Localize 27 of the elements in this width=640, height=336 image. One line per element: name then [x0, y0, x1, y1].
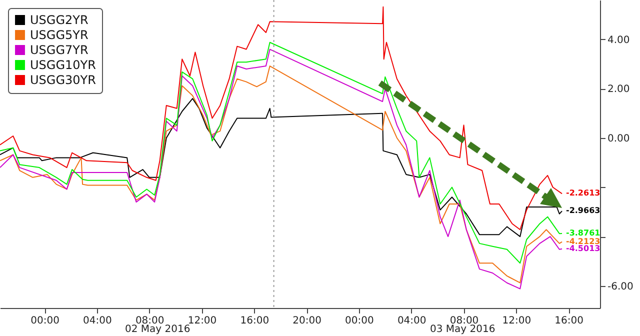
x-tick-label: 04:00 — [397, 316, 426, 326]
line-series — [0, 98, 563, 238]
y-tick-label: 4.00 — [608, 34, 630, 46]
data-label: -4.5013 — [566, 244, 600, 253]
y-tick-label: 2.00 — [608, 84, 630, 96]
x-tick-label: 16:00 — [240, 316, 270, 326]
x-tick-label: 12:00 — [188, 316, 217, 326]
x-tick-label: 12:00 — [502, 316, 532, 326]
data-label: -2.2613 — [566, 188, 600, 198]
legend-label: USGG7YR — [30, 43, 88, 57]
x-tick-label: 00:00 — [30, 316, 60, 326]
data-label: -3.8761 — [566, 228, 601, 238]
y-tick-label: 0.00 — [608, 133, 630, 144]
x-tick-label: 16:00 — [554, 316, 584, 326]
y-tick-label: -6.00 — [608, 281, 634, 292]
legend-label: USGG10YR — [30, 58, 96, 72]
x-tick-label: 04:00 — [83, 316, 112, 326]
data-label: -2.9663 — [566, 206, 600, 216]
legend-label: USGG30YR — [30, 73, 96, 87]
x-tick-label: 20:00 — [292, 316, 322, 326]
x-tick-label: 00:00 — [345, 316, 374, 326]
data-label: -4.2123 — [566, 236, 600, 246]
text: 03 May 2016 — [430, 324, 496, 335]
line-series — [0, 6, 563, 230]
legend-label: USGG2YR — [30, 13, 88, 27]
text: 02 May 2016 — [125, 324, 190, 335]
legend-label: USGG5YR — [30, 28, 88, 42]
